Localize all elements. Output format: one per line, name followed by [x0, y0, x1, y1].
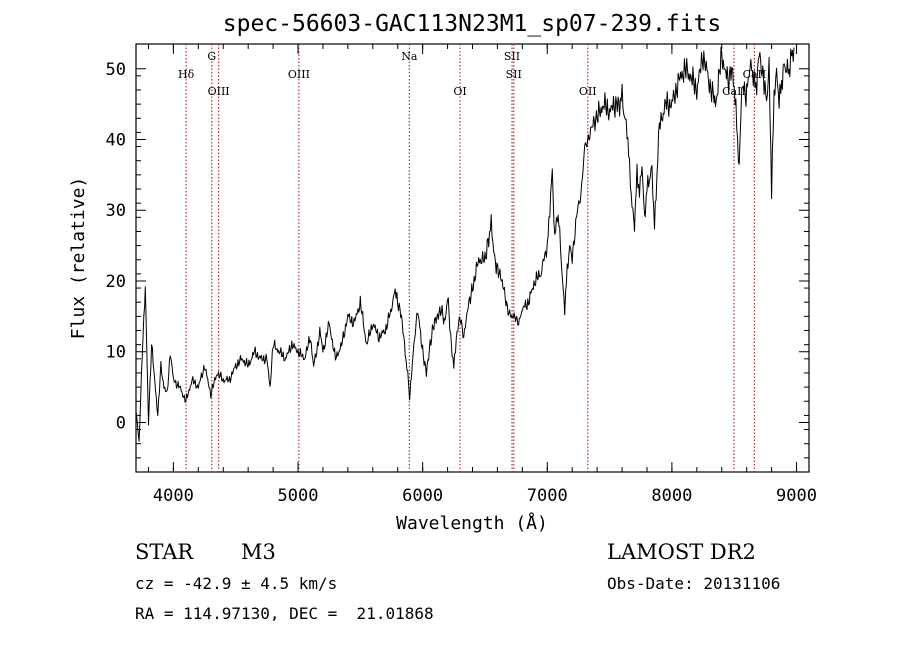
reference-line-label: OI — [453, 85, 466, 98]
y-tick-label: 30 — [106, 201, 126, 221]
y-axis-label: Flux (relative) — [68, 177, 89, 340]
x-tick-label: 9000 — [776, 486, 817, 506]
y-tick-label: 10 — [106, 343, 126, 363]
x-tick-label: 8000 — [651, 486, 692, 506]
x-tick-label: 5000 — [278, 486, 319, 506]
reference-line-label: SII — [506, 68, 522, 81]
reference-line-label: Hδ — [178, 68, 195, 81]
reference-line-label: Na — [401, 50, 418, 63]
y-tick-label: 20 — [106, 272, 126, 292]
object-type: STAR — [135, 540, 194, 564]
x-tick-label: 6000 — [402, 486, 443, 506]
series-group — [135, 46, 795, 442]
chart-title: spec-56603-GAC113N23M1_sp07-239.fits — [223, 11, 722, 37]
axis-ticks: 4000 5000 6000 7000 8000 9000 0 10 20 30 40 50 — [106, 44, 817, 506]
y-tick-label: 40 — [106, 131, 126, 151]
x-tick-label: 7000 — [527, 486, 568, 506]
spectrum-line — [135, 46, 795, 442]
reference-line-label: SII — [504, 50, 520, 63]
reference-line-label: OIII — [208, 85, 230, 98]
spectral-subclass: M3 — [241, 540, 276, 564]
reference-line-label: G — [207, 50, 216, 63]
survey-name: LAMOST DR2 — [607, 540, 756, 564]
velocity-readout: cz = -42.9 ± 4.5 km/s — [135, 574, 338, 593]
y-tick-label: 0 — [116, 413, 126, 433]
x-axis-label: Wavelength (Å) — [396, 512, 548, 534]
reference-line-label: OII — [579, 85, 597, 98]
plot-frame — [135, 43, 810, 473]
reference-line-label: OIII — [288, 68, 310, 81]
y-tick-label: 50 — [106, 60, 126, 80]
obs-date: Obs-Date: 20131106 — [607, 574, 781, 593]
coordinates: RA = 114.97130, DEC = 21.01868 — [135, 604, 434, 623]
x-tick-label: 4000 — [153, 486, 194, 506]
